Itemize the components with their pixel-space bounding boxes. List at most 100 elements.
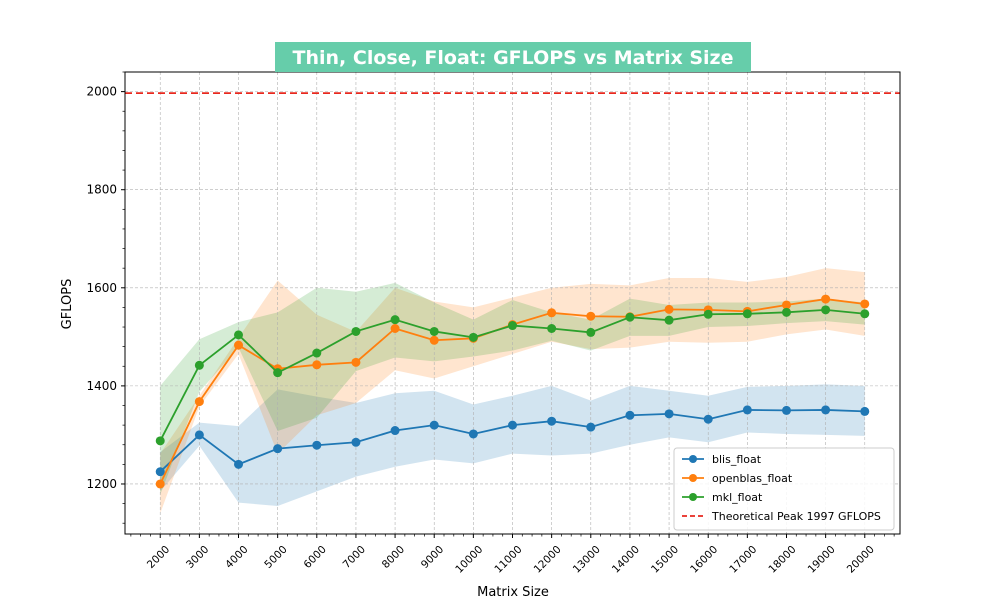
blis_float-point bbox=[390, 426, 400, 436]
blis_float-point bbox=[547, 416, 557, 426]
chart-title-background bbox=[275, 42, 751, 72]
openblas_float-point bbox=[155, 479, 165, 489]
blis_float-point bbox=[351, 437, 361, 447]
x-tick-label: 12000 bbox=[532, 544, 564, 576]
blis_float-point bbox=[234, 459, 244, 469]
openblas_float-point bbox=[390, 324, 400, 334]
mkl_float-point bbox=[781, 307, 791, 317]
mkl_float-point bbox=[703, 309, 713, 319]
series-lines bbox=[155, 294, 870, 489]
openblas_float-point bbox=[234, 340, 244, 350]
mkl_float-point bbox=[664, 315, 674, 325]
y-tick-label: 1200 bbox=[86, 477, 117, 491]
openblas_float-point bbox=[664, 304, 674, 314]
legend-box bbox=[673, 447, 895, 531]
x-tick-label: 14000 bbox=[610, 544, 642, 576]
legend-item: blis_float bbox=[682, 453, 762, 466]
mkl_float-point bbox=[468, 332, 478, 342]
y-tick-label: 1600 bbox=[86, 281, 117, 295]
openblas_float-band bbox=[160, 268, 865, 514]
legend-label: openblas_float bbox=[712, 472, 793, 485]
blis_float-point bbox=[155, 467, 165, 477]
x-tick-label: 9000 bbox=[419, 544, 446, 571]
blis_float-point bbox=[194, 430, 204, 440]
x-tick-label: 2000 bbox=[145, 544, 172, 571]
blis_float-point bbox=[664, 409, 674, 419]
openblas_float-point bbox=[351, 357, 361, 367]
blis_float-point bbox=[586, 422, 596, 432]
mkl_float-point bbox=[390, 315, 400, 325]
blis_float-point bbox=[312, 440, 322, 450]
x-tick-label: 20000 bbox=[845, 544, 877, 576]
openblas_float-point bbox=[860, 299, 870, 309]
y-tick-label: 1800 bbox=[86, 183, 117, 197]
mkl_float-point bbox=[234, 330, 244, 340]
x-tick-label: 11000 bbox=[492, 544, 524, 576]
mkl_float-point bbox=[155, 436, 165, 446]
blis_float-point bbox=[468, 429, 478, 439]
x-tick-label: 8000 bbox=[380, 544, 407, 571]
x-tick-label: 3000 bbox=[184, 544, 211, 571]
x-tick-label: 4000 bbox=[223, 544, 250, 571]
legend-label: blis_float bbox=[712, 453, 762, 466]
mkl_float-point bbox=[508, 321, 517, 331]
legend-marker bbox=[689, 455, 697, 463]
legend-label: mkl_float bbox=[712, 491, 763, 504]
legend-item: mkl_float bbox=[682, 491, 763, 504]
x-axis-label: Matrix Size bbox=[477, 585, 549, 600]
x-tick-label: 10000 bbox=[453, 544, 485, 576]
openblas_float-point bbox=[429, 335, 439, 345]
blis_float-band bbox=[160, 384, 865, 507]
openblas_float-point bbox=[194, 397, 204, 407]
openblas_float-point bbox=[781, 300, 791, 310]
x-tick-label: 17000 bbox=[727, 544, 759, 576]
legend-item: openblas_float bbox=[682, 472, 793, 485]
x-tick-label: 18000 bbox=[766, 544, 798, 576]
mkl_float-point bbox=[312, 348, 322, 358]
x-tick-label: 13000 bbox=[571, 544, 603, 576]
legend: blis_float openblas_float mkl_float Theoret… bbox=[673, 447, 895, 531]
mkl_float-point bbox=[586, 327, 596, 337]
mkl_float-point bbox=[351, 326, 361, 336]
openblas_float-point bbox=[586, 311, 596, 321]
mkl_float-point bbox=[547, 324, 557, 334]
blis_float-point bbox=[781, 405, 791, 415]
y-tick-label: 2000 bbox=[86, 85, 117, 99]
blis_float-point bbox=[625, 410, 635, 420]
blis_float-point bbox=[703, 414, 713, 424]
mkl_float-point bbox=[860, 309, 870, 319]
legend-item: Theoretical Peak 1997 GFLOPS bbox=[682, 510, 881, 523]
x-tick-label: 16000 bbox=[688, 544, 720, 576]
legend-marker bbox=[689, 493, 697, 501]
blis_float-point bbox=[860, 406, 870, 416]
mkl_float-point bbox=[625, 312, 635, 322]
blis_float-point bbox=[821, 405, 831, 415]
y-axis-label: GFLOPS bbox=[60, 279, 75, 330]
blis_float-point bbox=[429, 420, 439, 430]
chart-title: Thin, Close, Float: GFLOPS vs Matrix Siz… bbox=[293, 47, 734, 69]
openblas_float-point bbox=[547, 308, 557, 318]
x-tick-label: 6000 bbox=[301, 544, 328, 571]
openblas_float-point bbox=[312, 360, 322, 370]
blis_float-point bbox=[508, 420, 517, 430]
x-tick-label: 7000 bbox=[341, 544, 368, 571]
x-tick-label: 5000 bbox=[262, 544, 289, 571]
mkl_float-point bbox=[273, 368, 283, 378]
mkl_float-point bbox=[194, 360, 204, 370]
legend-label: Theoretical Peak 1997 GFLOPS bbox=[711, 510, 881, 523]
blis_float-point bbox=[742, 405, 752, 415]
mkl_float-band bbox=[160, 282, 865, 495]
mkl_float-point bbox=[429, 326, 439, 336]
openblas_float-point bbox=[821, 294, 831, 304]
x-tick-label: 19000 bbox=[806, 544, 838, 576]
confidence-bands bbox=[160, 268, 865, 514]
blis_float-point bbox=[273, 444, 283, 454]
legend-marker bbox=[689, 474, 697, 482]
mkl_float-point bbox=[742, 309, 752, 319]
x-tick-label: 15000 bbox=[649, 544, 681, 576]
mkl_float-point bbox=[821, 305, 831, 315]
y-tick-label: 1400 bbox=[86, 379, 117, 393]
chart-title-group: Thin, Close, Float: GFLOPS vs Matrix Siz… bbox=[275, 42, 751, 72]
